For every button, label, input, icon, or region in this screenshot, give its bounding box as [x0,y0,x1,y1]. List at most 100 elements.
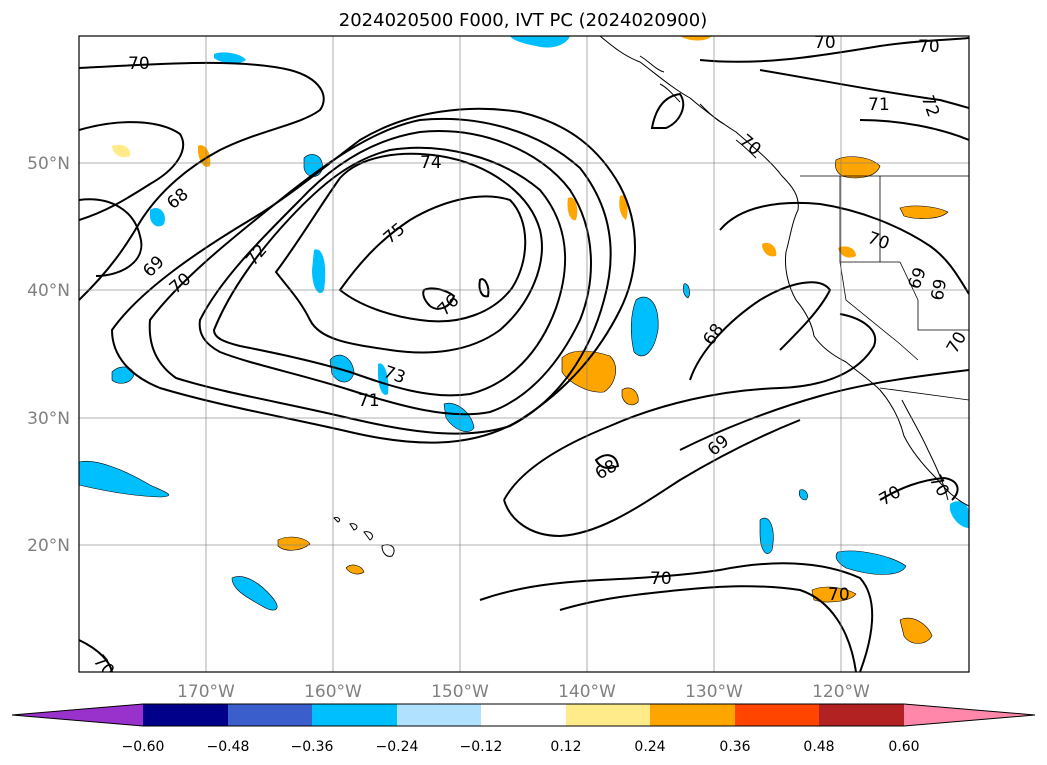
contour-label: 70 [128,54,150,74]
shaded-anomalies [79,36,969,644]
anomaly-blob-negative [630,296,659,357]
colorbar-segment [143,704,228,726]
anomaly-blob-negative [150,207,165,227]
contour-line [478,278,490,298]
colorbar-segment [735,704,819,726]
colorbar-extend-high [904,704,1035,726]
contour-label: 70 [650,569,672,589]
anomaly-blob-negative [835,550,907,575]
map-frame [78,35,970,673]
anomaly-blob-negative [231,576,278,611]
contour-label: 70 [918,37,940,57]
anomaly-blob-negative [214,52,246,64]
colorbar-tick-label: 0.48 [803,739,834,755]
contour-line [274,152,543,354]
coastlines [333,36,969,557]
contour-line [594,454,620,469]
baja-peninsula [901,399,949,501]
contour-label: 71 [868,95,890,115]
contour-line [879,476,959,501]
contour-label: 70 [814,33,836,53]
colorbar-tick-label: 0.36 [719,739,750,755]
anomaly-blob-positive [277,536,311,551]
contour-line [699,37,969,63]
contour-line [719,201,969,295]
anomaly-blob-negative [79,460,170,498]
colorbar-tick-label: −0.60 [122,739,165,755]
hawaii-islands [333,517,395,557]
borders [800,175,969,401]
contour-label: 74 [420,153,442,173]
lon-tick-label: 170°W [177,682,235,702]
colorbar-extend-low [12,704,143,726]
colorbar-segment [397,704,481,726]
contour-line [559,585,857,672]
colorbar-tick-label: −0.24 [376,739,419,755]
anomaly-blob-positive [621,387,639,406]
lon-tick-labels: 170°W 160°W 150°W 140°W 130°W 120°W [177,682,870,702]
contour-line [650,92,685,129]
lon-tick-label: 140°W [558,682,616,702]
map-panel: 70 70 70 71 72 68 69 70 72 74 75 76 73 7… [79,33,969,672]
contour-label: 71 [358,391,380,411]
anomaly-blob-positive [680,36,712,41]
anomaly-blob-negative [510,36,570,48]
contour-line [79,61,325,301]
lon-tick-label: 130°W [685,682,743,702]
anomaly-blob-positive [567,197,578,221]
colorbar-segment [566,704,650,726]
colorbar-tick-label: −0.12 [460,739,503,755]
lat-tick-label: 40°N [27,281,70,301]
colorbar-segment [650,704,735,726]
mexico-border [879,387,969,401]
lat-tick-label: 20°N [27,536,70,556]
lon-tick-label: 160°W [304,682,362,702]
contour-line [759,69,969,109]
anomaly-blob-positive [838,246,856,258]
contour-line [422,287,456,310]
contour-line [79,121,185,221]
contour-label: 69 [928,277,951,302]
anomaly-blob-negative [378,363,389,395]
contour-line [79,198,143,277]
anomaly-blob-negative [329,354,355,383]
colorbar-tick-label: −0.48 [207,739,250,755]
colorbar-segment [481,704,566,726]
anomaly-blob-positive [762,242,777,257]
lat-tick-label: 50°N [27,154,70,174]
anomaly-blob-negative [798,489,808,501]
colorbar-segment [312,704,397,726]
colorbar-outline [11,703,1036,727]
anomaly-blob-negative [950,501,969,528]
contour-line [679,369,969,451]
colorbar-tick-label: 0.12 [550,739,581,755]
anomaly-blob-negative [312,249,326,294]
anomaly-blob-positive [619,195,628,220]
colorbar-segment [228,704,312,726]
alaska-islands [639,55,757,159]
lon-tick-label: 120°W [812,682,870,702]
contour-line [859,119,969,141]
contour-line [148,117,612,435]
contour-line [338,195,527,323]
colorbar: −0.60 −0.48 −0.36 −0.24 −0.12 0.12 0.24 … [11,703,1036,755]
anomaly-blob-negative [682,283,690,299]
contour-line [479,562,874,672]
colorbar-tick-label: −0.36 [291,739,334,755]
contour-line [503,313,877,501]
lat-tick-label: 30°N [27,409,70,429]
north-america-coast [599,36,969,507]
plot-title: 2024020500 F000, IVT PC (2024020900) [339,10,707,31]
gridlines [79,36,969,672]
anomaly-blob-positive [112,144,131,158]
anomaly-blob-positive [899,617,933,644]
contour-line [79,639,113,672]
contour-line [212,146,567,397]
colorbar-segment [819,704,904,726]
colorbar-tick-label: 0.24 [634,739,665,755]
anomaly-blob-positive [899,205,949,219]
contour-line [503,419,801,538]
contour-label: 70 [828,585,850,605]
anomaly-blob-positive [345,564,365,575]
